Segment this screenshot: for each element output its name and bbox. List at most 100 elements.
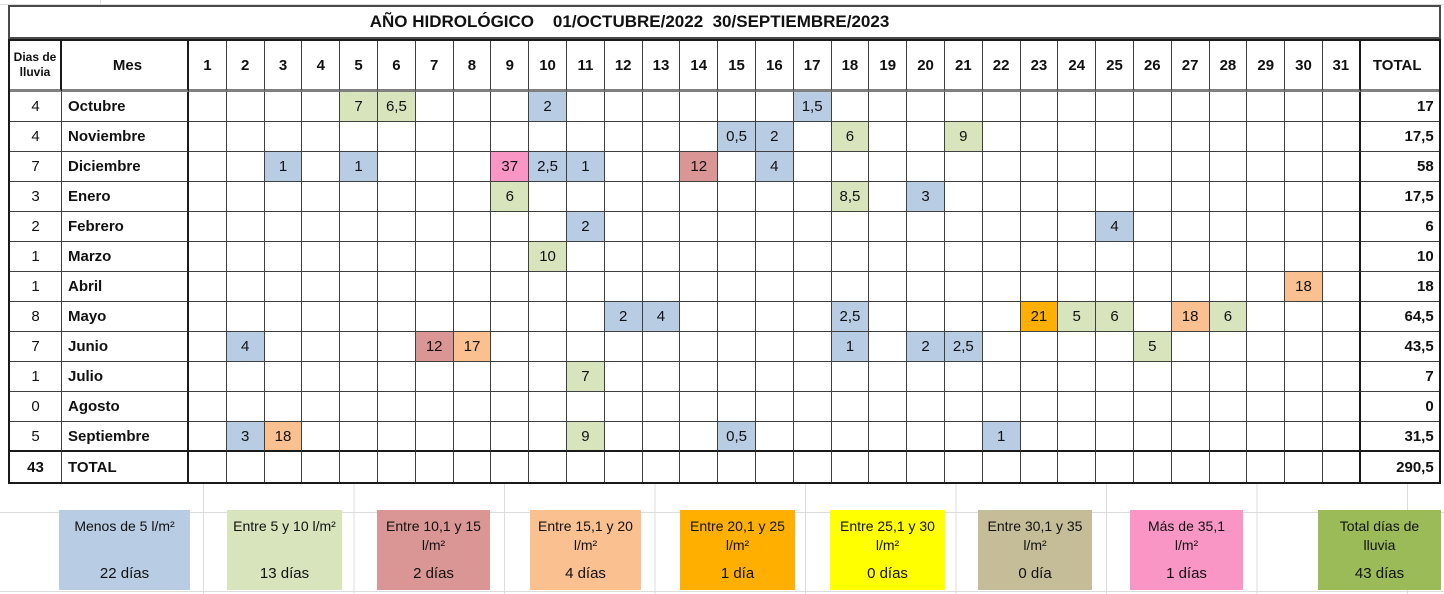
total-row-empty-day-27[interactable] — [1172, 452, 1210, 482]
rain-cell-noviembre-day-28[interactable] — [1209, 122, 1248, 152]
rain-cell-abril-day-5[interactable] — [340, 272, 378, 302]
rain-cell-junio-day-31[interactable] — [1322, 332, 1361, 362]
rain-cell-noviembre-day-8[interactable] — [453, 122, 492, 152]
rain-cell-febrero-day-1[interactable] — [189, 212, 227, 242]
legend-box-blue[interactable]: Menos de 5 l/m² 22 días — [59, 510, 190, 590]
rain-cell-septiembre-day-18[interactable] — [831, 422, 870, 452]
rain-cell-julio-day-30[interactable] — [1285, 362, 1323, 392]
rain-cell-julio-day-2[interactable] — [226, 362, 265, 392]
month-total-cell-abril[interactable]: 18 — [1360, 272, 1439, 302]
rain-cell-mayo-day-21[interactable] — [944, 302, 983, 332]
month-total-cell-febrero[interactable]: 6 — [1360, 212, 1439, 242]
rain-cell-agosto-day-4[interactable] — [302, 392, 341, 422]
rain-cell-enero-day-21[interactable] — [944, 182, 983, 212]
rain-cell-marzo-day-3[interactable] — [264, 242, 303, 272]
rain-cell-octubre-day-24[interactable] — [1058, 92, 1097, 122]
legend-box-orange[interactable]: Entre 20,1 y 25 l/m² 1 día — [680, 510, 795, 590]
rain-cell-abril-day-13[interactable] — [642, 272, 681, 302]
total-row-empty-day-2[interactable] — [227, 452, 265, 482]
day-header-11[interactable]: 11 — [566, 41, 605, 92]
day-header-13[interactable]: 13 — [642, 41, 681, 92]
rain-cell-julio-day-21[interactable] — [944, 362, 983, 392]
rain-cell-octubre-day-18[interactable] — [831, 92, 870, 122]
rain-cell-octubre-day-15[interactable] — [718, 92, 756, 122]
rain-cell-octubre-day-12[interactable] — [604, 92, 643, 122]
rain-cell-junio-day-15[interactable] — [718, 332, 756, 362]
rain-cell-febrero-day-18[interactable] — [831, 212, 870, 242]
rain-cell-mayo-day-4[interactable] — [302, 302, 341, 332]
rain-cell-agosto-day-12[interactable] — [604, 392, 643, 422]
rain-cell-octubre-day-13[interactable] — [642, 92, 681, 122]
rain-cell-noviembre-day-30[interactable] — [1285, 122, 1323, 152]
rain-days-cell-abril[interactable]: 1 — [10, 272, 62, 302]
rain-cell-febrero-day-7[interactable] — [415, 212, 454, 242]
rain-cell-diciembre-day-3[interactable]: 1 — [264, 152, 303, 182]
rain-cell-enero-day-8[interactable] — [453, 182, 492, 212]
rain-cell-junio-day-12[interactable] — [604, 332, 643, 362]
rain-cell-septiembre-day-14[interactable] — [680, 422, 719, 452]
rain-cell-julio-day-27[interactable] — [1171, 362, 1210, 392]
rain-cell-agosto-day-14[interactable] — [680, 392, 719, 422]
rain-cell-agosto-day-29[interactable] — [1247, 392, 1286, 422]
rain-cell-abril-day-8[interactable] — [453, 272, 492, 302]
rain-cell-octubre-day-26[interactable] — [1133, 92, 1172, 122]
legend-box-rose[interactable]: Entre 10,1 y 15 l/m² 2 días — [377, 510, 490, 590]
day-header-8[interactable]: 8 — [453, 41, 492, 92]
rain-cell-enero-day-24[interactable] — [1058, 182, 1097, 212]
rain-days-cell-mayo[interactable]: 8 — [10, 302, 62, 332]
day-header-7[interactable]: 7 — [415, 41, 454, 92]
rain-cell-enero-day-11[interactable] — [566, 182, 605, 212]
rain-cell-diciembre-day-13[interactable] — [642, 152, 681, 182]
rain-cell-julio-day-20[interactable] — [907, 362, 945, 392]
rain-cell-agosto-day-6[interactable] — [377, 392, 416, 422]
rain-cell-julio-day-15[interactable] — [718, 362, 756, 392]
rain-cell-diciembre-day-18[interactable] — [831, 152, 870, 182]
rain-cell-noviembre-day-16[interactable]: 2 — [755, 122, 794, 152]
day-header-6[interactable]: 6 — [377, 41, 416, 92]
rain-cell-junio-day-11[interactable] — [566, 332, 605, 362]
day-header-5[interactable]: 5 — [340, 41, 378, 92]
rain-cell-noviembre-day-12[interactable] — [604, 122, 643, 152]
total-row-empty-day-22[interactable] — [983, 452, 1021, 482]
day-header-12[interactable]: 12 — [604, 41, 643, 92]
rain-days-cell-julio[interactable]: 1 — [10, 362, 62, 392]
legend-box-khaki[interactable]: Entre 30,1 y 35 l/m² 0 día — [978, 510, 1092, 590]
rain-cell-diciembre-day-2[interactable] — [226, 152, 265, 182]
rain-cell-diciembre-day-31[interactable] — [1322, 152, 1361, 182]
month-total-cell-junio[interactable]: 43,5 — [1360, 332, 1439, 362]
rain-cell-mayo-day-17[interactable] — [793, 302, 832, 332]
rain-cell-septiembre-day-5[interactable] — [340, 422, 378, 452]
month-cell-mayo[interactable]: Mayo — [62, 302, 189, 332]
rain-cell-julio-day-3[interactable] — [264, 362, 303, 392]
rain-cell-febrero-day-13[interactable] — [642, 212, 681, 242]
rain-cell-septiembre-day-10[interactable] — [529, 422, 567, 452]
rain-cell-febrero-day-4[interactable] — [302, 212, 341, 242]
day-header-19[interactable]: 19 — [869, 41, 908, 92]
rain-cell-noviembre-day-23[interactable] — [1020, 122, 1059, 152]
rain-cell-febrero-day-8[interactable] — [453, 212, 492, 242]
rain-cell-marzo-day-28[interactable] — [1209, 242, 1248, 272]
total-row-empty-day-30[interactable] — [1285, 452, 1323, 482]
rain-cell-enero-day-4[interactable] — [302, 182, 341, 212]
rain-cell-marzo-day-17[interactable] — [793, 242, 832, 272]
month-cell-julio[interactable]: Julio — [62, 362, 189, 392]
rain-cell-diciembre-day-7[interactable] — [415, 152, 454, 182]
rain-cell-enero-day-25[interactable] — [1096, 182, 1134, 212]
rain-cell-abril-day-2[interactable] — [226, 272, 265, 302]
rain-cell-enero-day-13[interactable] — [642, 182, 681, 212]
rain-cell-enero-day-19[interactable] — [869, 182, 908, 212]
rain-cell-agosto-day-24[interactable] — [1058, 392, 1097, 422]
rain-cell-octubre-day-7[interactable] — [415, 92, 454, 122]
rain-cell-agosto-day-7[interactable] — [415, 392, 454, 422]
total-row-empty-day-14[interactable] — [680, 452, 719, 482]
month-cell-diciembre[interactable]: Diciembre — [62, 152, 189, 182]
rain-cell-noviembre-day-6[interactable] — [377, 122, 416, 152]
rain-cell-agosto-day-2[interactable] — [226, 392, 265, 422]
total-row-empty-day-11[interactable] — [567, 452, 605, 482]
rain-cell-septiembre-day-12[interactable] — [604, 422, 643, 452]
month-total-cell-noviembre[interactable]: 17,5 — [1360, 122, 1439, 152]
rain-cell-marzo-day-4[interactable] — [302, 242, 341, 272]
rain-cell-noviembre-day-2[interactable] — [226, 122, 265, 152]
rain-cell-junio-day-9[interactable] — [491, 332, 530, 362]
day-header-28[interactable]: 28 — [1209, 41, 1248, 92]
